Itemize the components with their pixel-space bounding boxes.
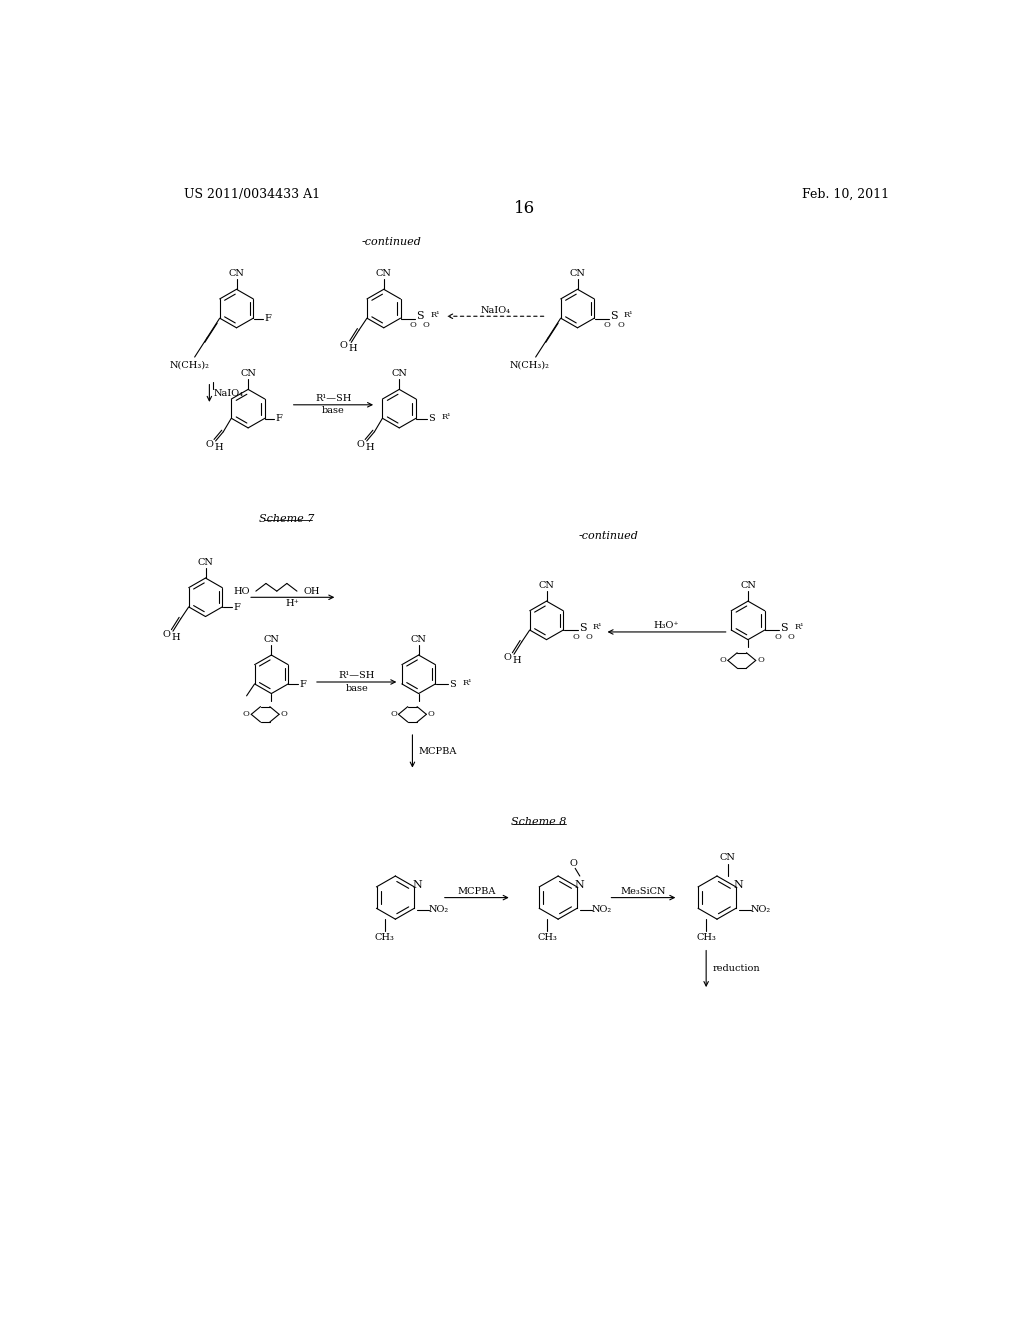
Text: O: O [758,656,764,664]
Text: CH₃: CH₃ [538,933,557,942]
Text: O: O [281,710,288,718]
Text: R¹—SH: R¹—SH [339,672,375,680]
Text: R¹: R¹ [463,678,472,686]
Text: Scheme 8: Scheme 8 [511,817,566,828]
Text: N: N [413,880,422,890]
Text: O: O [603,322,610,330]
Text: O: O [163,630,171,639]
Text: CN: CN [228,269,245,279]
Text: NaIO₄: NaIO₄ [480,306,510,314]
Text: O: O [774,634,781,642]
Text: H: H [348,345,357,352]
Text: CN: CN [539,581,554,590]
Text: CN: CN [569,269,586,279]
Text: MCPBA: MCPBA [458,887,496,896]
Text: Scheme 7: Scheme 7 [259,513,314,524]
Text: NO₂: NO₂ [429,906,449,915]
Text: O: O [423,322,430,330]
Text: H₃O⁺: H₃O⁺ [653,622,680,630]
Text: CN: CN [263,635,280,644]
Text: O: O [243,710,250,718]
Text: O: O [356,440,365,449]
Text: R¹: R¹ [624,310,634,318]
Text: O: O [720,656,726,664]
Text: F: F [264,314,271,323]
Text: base: base [345,684,368,693]
Text: S: S [428,414,435,424]
Text: R¹: R¹ [442,413,452,421]
Text: N: N [734,880,743,890]
Text: H⁺: H⁺ [286,599,300,609]
Text: S: S [417,312,424,321]
Text: CH₃: CH₃ [375,933,394,942]
Text: S: S [580,623,587,634]
Text: base: base [322,407,345,416]
Text: S: S [780,623,788,634]
Text: NO₂: NO₂ [751,906,770,915]
Text: S: S [610,312,617,321]
Text: O: O [617,322,625,330]
Text: CN: CN [198,558,213,568]
Text: OH: OH [303,586,319,595]
Text: 16: 16 [514,199,536,216]
Text: S: S [450,680,456,689]
Text: CN: CN [241,370,256,379]
Text: N(CH₃)₂: N(CH₃)₂ [170,360,210,370]
Text: O: O [390,710,397,718]
Text: N: N [574,880,585,890]
Text: Feb. 10, 2011: Feb. 10, 2011 [802,187,890,201]
Text: O: O [340,341,347,350]
Text: O: O [428,710,435,718]
Text: H: H [214,442,223,451]
Text: R¹—SH: R¹—SH [315,395,351,403]
Text: -continued: -continued [361,236,422,247]
Text: N(CH₃)₂: N(CH₃)₂ [510,360,550,370]
Text: R¹: R¹ [430,310,439,318]
Text: O: O [206,440,213,449]
Text: CN: CN [376,269,392,279]
Text: Me₃SiCN: Me₃SiCN [621,887,667,896]
Text: O: O [569,859,578,869]
Text: CN: CN [720,853,736,862]
Text: O: O [572,634,580,642]
Text: CN: CN [740,581,756,590]
Text: -continued: -continued [579,531,638,541]
Text: CH₃: CH₃ [696,933,716,942]
Text: CN: CN [411,635,427,644]
Text: H: H [513,656,521,665]
Text: F: F [275,414,283,424]
Text: CN: CN [391,370,408,379]
Text: HO: HO [233,586,250,595]
Text: NO₂: NO₂ [592,906,611,915]
Text: O: O [504,653,512,661]
Text: O: O [787,634,794,642]
Text: R¹: R¹ [593,623,602,631]
Text: reduction: reduction [713,965,760,973]
Text: O: O [586,634,593,642]
Text: R¹: R¹ [795,623,804,631]
Text: H: H [366,442,374,451]
Text: MCPBA: MCPBA [419,747,457,756]
Text: NaIO₄: NaIO₄ [213,389,244,397]
Text: F: F [299,680,306,689]
Text: US 2011/0034433 A1: US 2011/0034433 A1 [183,187,319,201]
Text: F: F [233,603,240,611]
Text: H: H [172,632,180,642]
Text: O: O [410,322,417,330]
